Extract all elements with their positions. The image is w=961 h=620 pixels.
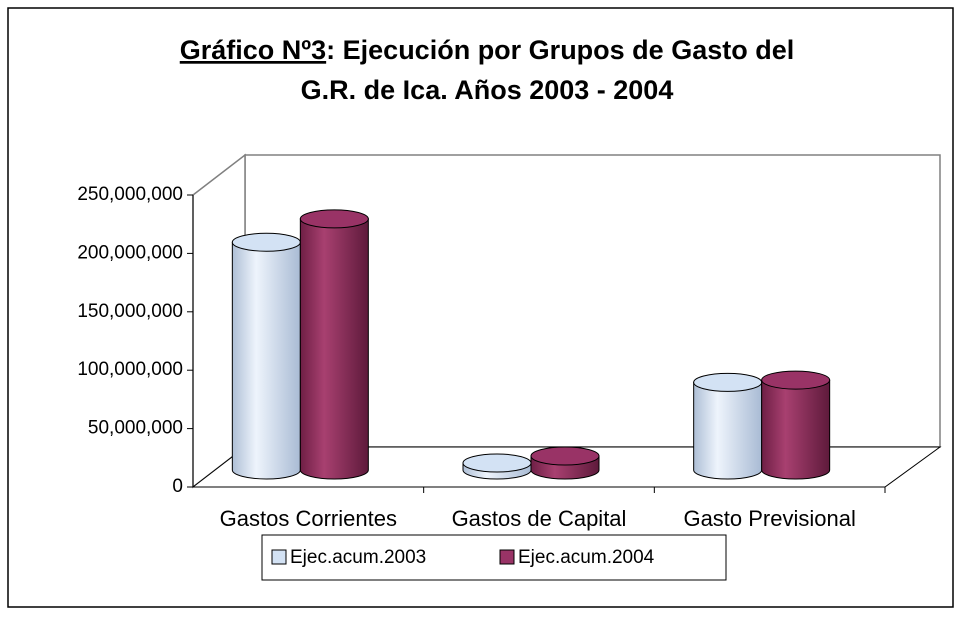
y-tick-label: 250,000,000 (77, 184, 183, 205)
bar-top (299, 209, 369, 229)
bar-top (462, 453, 532, 473)
bar-body (693, 381, 763, 480)
bar-top (530, 446, 600, 466)
bar (299, 209, 369, 480)
bar-top (231, 232, 301, 252)
bar-top (761, 370, 831, 390)
x-tick-label: Gastos Corrientes (220, 506, 397, 531)
title-prefix: Gráfico Nº3 (180, 35, 326, 65)
y-tick-label: 50,000,000 (88, 418, 183, 439)
legend-label: Ejec.acum.2003 (290, 547, 426, 568)
bar (761, 370, 831, 480)
y-tick-label: 200,000,000 (77, 242, 183, 263)
chart-title: Gráfico Nº3: Ejecución por Grupos de Gas… (180, 35, 794, 65)
y-tick-label: 0 (172, 476, 183, 497)
bar (693, 372, 763, 480)
bar (462, 453, 532, 480)
bar-body (761, 379, 831, 480)
bar-top (693, 372, 763, 392)
x-tick-label: Gasto Previsional (683, 506, 855, 531)
x-tick-label: Gastos de Capital (452, 506, 627, 531)
y-tick-label: 150,000,000 (77, 301, 183, 322)
title-line: : Ejecución por Grupos de Gasto del (326, 35, 794, 65)
bar (530, 446, 600, 480)
legend-label: Ejec.acum.2004 (518, 547, 655, 568)
legend-box (261, 534, 727, 581)
bar-body (299, 218, 369, 480)
bar-body (231, 241, 301, 480)
chart-title: G.R. de Ica. Años 2003 - 2004 (301, 75, 674, 105)
bar (231, 232, 301, 480)
legend-swatch (271, 549, 287, 565)
legend-swatch (499, 549, 515, 565)
y-tick-label: 100,000,000 (77, 359, 183, 380)
